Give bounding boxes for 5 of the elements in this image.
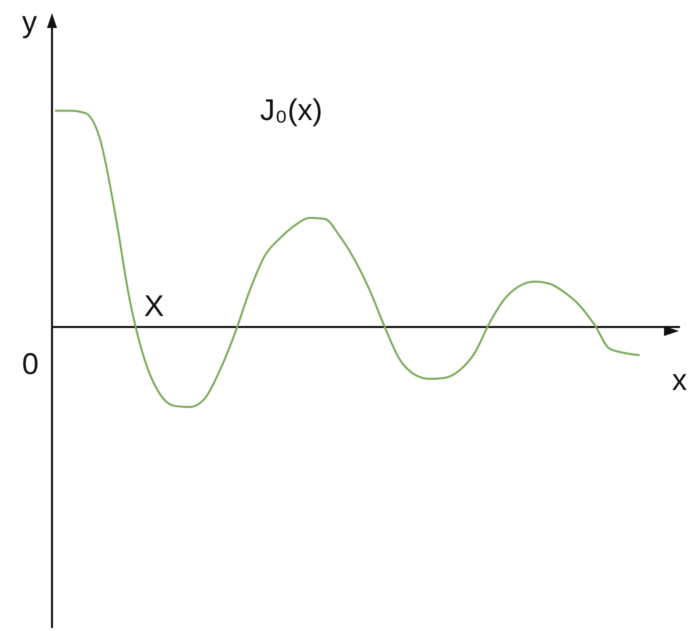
annotation: J₀(x)	[260, 94, 322, 127]
text: 0	[22, 348, 39, 381]
annotation: X	[144, 290, 164, 323]
x-axis-title: x	[672, 364, 687, 397]
y-axis-title: y	[22, 6, 37, 39]
